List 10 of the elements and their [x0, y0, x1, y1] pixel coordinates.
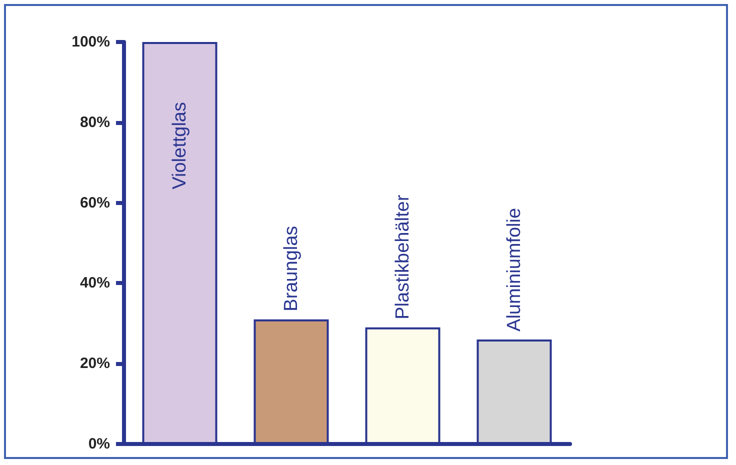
y-tick-label: 20% — [80, 355, 110, 372]
y-tick-label: 100% — [72, 34, 110, 50]
y-tick-label: 0% — [88, 436, 110, 452]
x-tick-label: Plastikbehälter — [392, 194, 414, 320]
y-tick-label: 80% — [80, 114, 110, 131]
y-tick-label: 60% — [80, 194, 110, 212]
x-tick-label: Aluminiumfolie — [504, 208, 525, 332]
x-tick-label: Violettglas — [169, 102, 190, 190]
x-tick-label: Braunglas — [280, 226, 302, 312]
y-tick-label: 40% — [80, 274, 110, 292]
